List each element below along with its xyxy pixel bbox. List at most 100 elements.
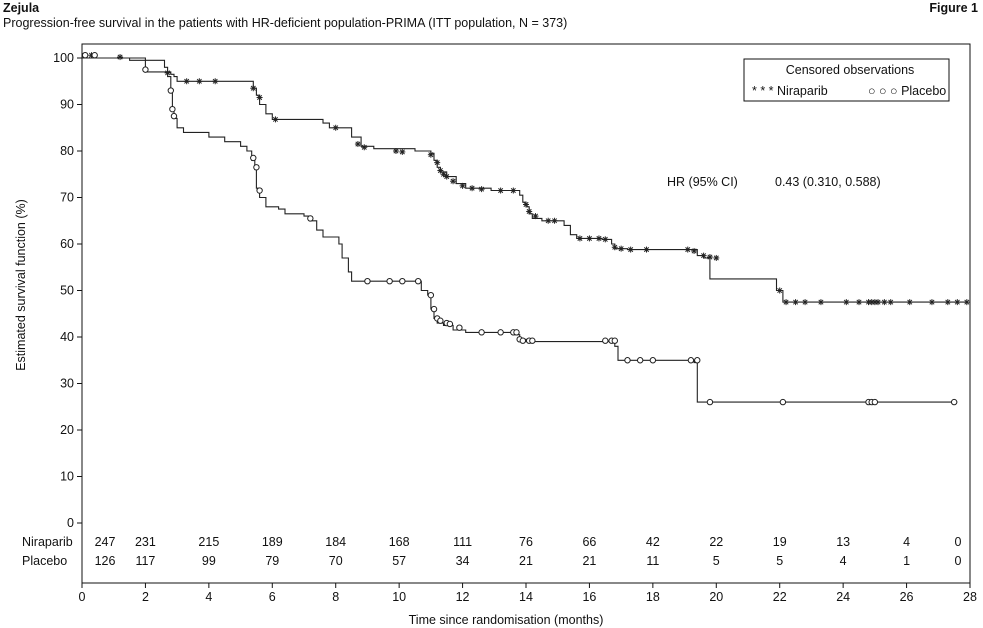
censor-point-niraparib — [361, 144, 368, 151]
censor-point-niraparib — [354, 141, 361, 148]
y-axis-label: Estimated survival function (%) — [14, 199, 28, 371]
censor-point-placebo — [706, 398, 714, 406]
risk-count-placebo: 1 — [903, 554, 910, 568]
risk-table: Niraparib 247 231 215 189 184 168 111 76 66 42 22 19… — [22, 535, 962, 568]
hr-annotation: HR (95% CI) 0.43 (0.310, 0.588) — [667, 175, 881, 189]
x-tick-label: 24 — [836, 590, 850, 604]
censor-point-placebo — [167, 87, 175, 94]
censor-point-niraparib — [510, 187, 517, 194]
censor-point-niraparib — [611, 244, 618, 251]
censor-point-placebo — [602, 337, 609, 344]
censor-point-niraparib — [164, 69, 171, 76]
survival-curves — [82, 57, 967, 403]
y-tick-label: 90 — [60, 98, 74, 112]
censor-point-niraparib — [887, 299, 894, 306]
censor-point-placebo — [649, 357, 657, 364]
risk-count-niraparib: 22 — [709, 535, 723, 549]
risk-row-label: Niraparib — [22, 535, 73, 549]
x-tick-label: 10 — [392, 590, 406, 604]
risk-count-niraparib: 42 — [646, 535, 660, 549]
censor-point-niraparib — [427, 151, 434, 158]
censor-point-placebo — [307, 215, 314, 222]
censor-point-niraparib — [627, 246, 634, 253]
censor-point-placebo — [529, 337, 536, 344]
censor-point-placebo — [430, 305, 438, 313]
x-tick-label: 14 — [519, 590, 533, 604]
censor-point-placebo — [81, 52, 89, 59]
censor-point-placebo — [386, 278, 393, 285]
censor-point-placebo — [169, 105, 176, 113]
censor-point-niraparib — [713, 254, 720, 261]
censor-point-placebo — [519, 337, 527, 344]
y-tick-label: 20 — [60, 423, 74, 437]
censor-point-placebo — [446, 320, 454, 328]
censor-point-niraparib — [602, 236, 609, 243]
censor-point-niraparib — [450, 178, 457, 185]
censor-point-niraparib — [576, 235, 583, 242]
risk-count-niraparib: 76 — [519, 535, 533, 549]
censor-point-niraparib — [551, 217, 558, 224]
x-tick-label: 18 — [646, 590, 660, 604]
censor-point-niraparib — [944, 299, 951, 306]
y-tick-label: 100 — [53, 51, 74, 65]
censor-point-niraparib — [792, 299, 799, 306]
censor-point-niraparib — [443, 173, 450, 180]
censor-point-niraparib — [843, 299, 850, 306]
figure-label: Figure 1 — [929, 1, 978, 15]
censor-point-placebo — [779, 398, 787, 406]
censor-point-niraparib — [817, 299, 824, 306]
y-tick-label: 80 — [60, 144, 74, 158]
risk-count-placebo: 117 — [135, 554, 155, 568]
x-tick-label: 26 — [900, 590, 914, 604]
risk-count-niraparib: 66 — [582, 535, 596, 549]
chart-subtitle: Progression-free survival in the patient… — [3, 16, 568, 30]
censor-point-niraparib — [963, 299, 970, 306]
legend-title: Censored observations — [786, 63, 915, 77]
risk-count-niraparib: 168 — [389, 535, 410, 549]
risk-count-placebo: 5 — [776, 554, 783, 568]
x-tick-label: 12 — [456, 590, 470, 604]
risk-count-placebo: 5 — [713, 554, 720, 568]
censor-point-niraparib — [440, 171, 447, 178]
censor-point-niraparib — [183, 78, 190, 85]
x-tick-label: 2 — [142, 590, 149, 604]
censor-point-niraparib — [881, 299, 888, 306]
x-tick-label: 22 — [773, 590, 787, 604]
x-axis: 0 2 4 6 8 10 12 14 16 18 20 22 24 26 28 — [79, 583, 977, 604]
censor-point-placebo — [687, 357, 695, 364]
x-tick-label: 20 — [709, 590, 723, 604]
censor-point-placebo — [456, 324, 463, 331]
hr-label: HR (95% CI) — [667, 175, 738, 189]
censor-point-niraparib — [469, 185, 476, 192]
risk-count-placebo: 4 — [840, 554, 847, 568]
censor-point-placebo — [250, 154, 257, 162]
censor-point-niraparib — [545, 217, 552, 224]
censor-point-niraparib — [117, 54, 124, 61]
risk-count-placebo: 57 — [392, 554, 406, 568]
y-tick-label: 40 — [60, 330, 74, 344]
censor-point-niraparib — [392, 148, 399, 154]
risk-count-niraparib: 4 — [903, 535, 910, 549]
risk-count-placebo: 99 — [202, 554, 216, 568]
censor-point-placebo — [91, 52, 98, 59]
censor-point-niraparib — [256, 94, 263, 101]
censor-point-niraparib — [332, 124, 339, 131]
hr-value: 0.43 (0.310, 0.588) — [775, 175, 881, 189]
censor-point-niraparib — [459, 182, 466, 189]
risk-count-placebo: 126 — [95, 554, 116, 568]
risk-count-niraparib: 189 — [262, 535, 283, 549]
censor-point-niraparib — [906, 299, 913, 306]
risk-count-placebo: 70 — [329, 554, 343, 568]
censor-point-niraparib — [802, 299, 809, 306]
y-tick-label: 30 — [60, 377, 74, 391]
risk-count-placebo: 34 — [456, 554, 470, 568]
censor-point-placebo — [253, 164, 260, 171]
x-tick-label: 8 — [332, 590, 339, 604]
censor-point-placebo — [694, 357, 701, 364]
censor-point-niraparib — [776, 287, 783, 294]
censor-point-niraparib — [954, 299, 961, 306]
y-tick-label: 10 — [60, 470, 74, 484]
risk-count-niraparib: 111 — [453, 535, 472, 549]
plot-border — [81, 43, 971, 584]
censor-point-niraparib — [434, 159, 441, 166]
